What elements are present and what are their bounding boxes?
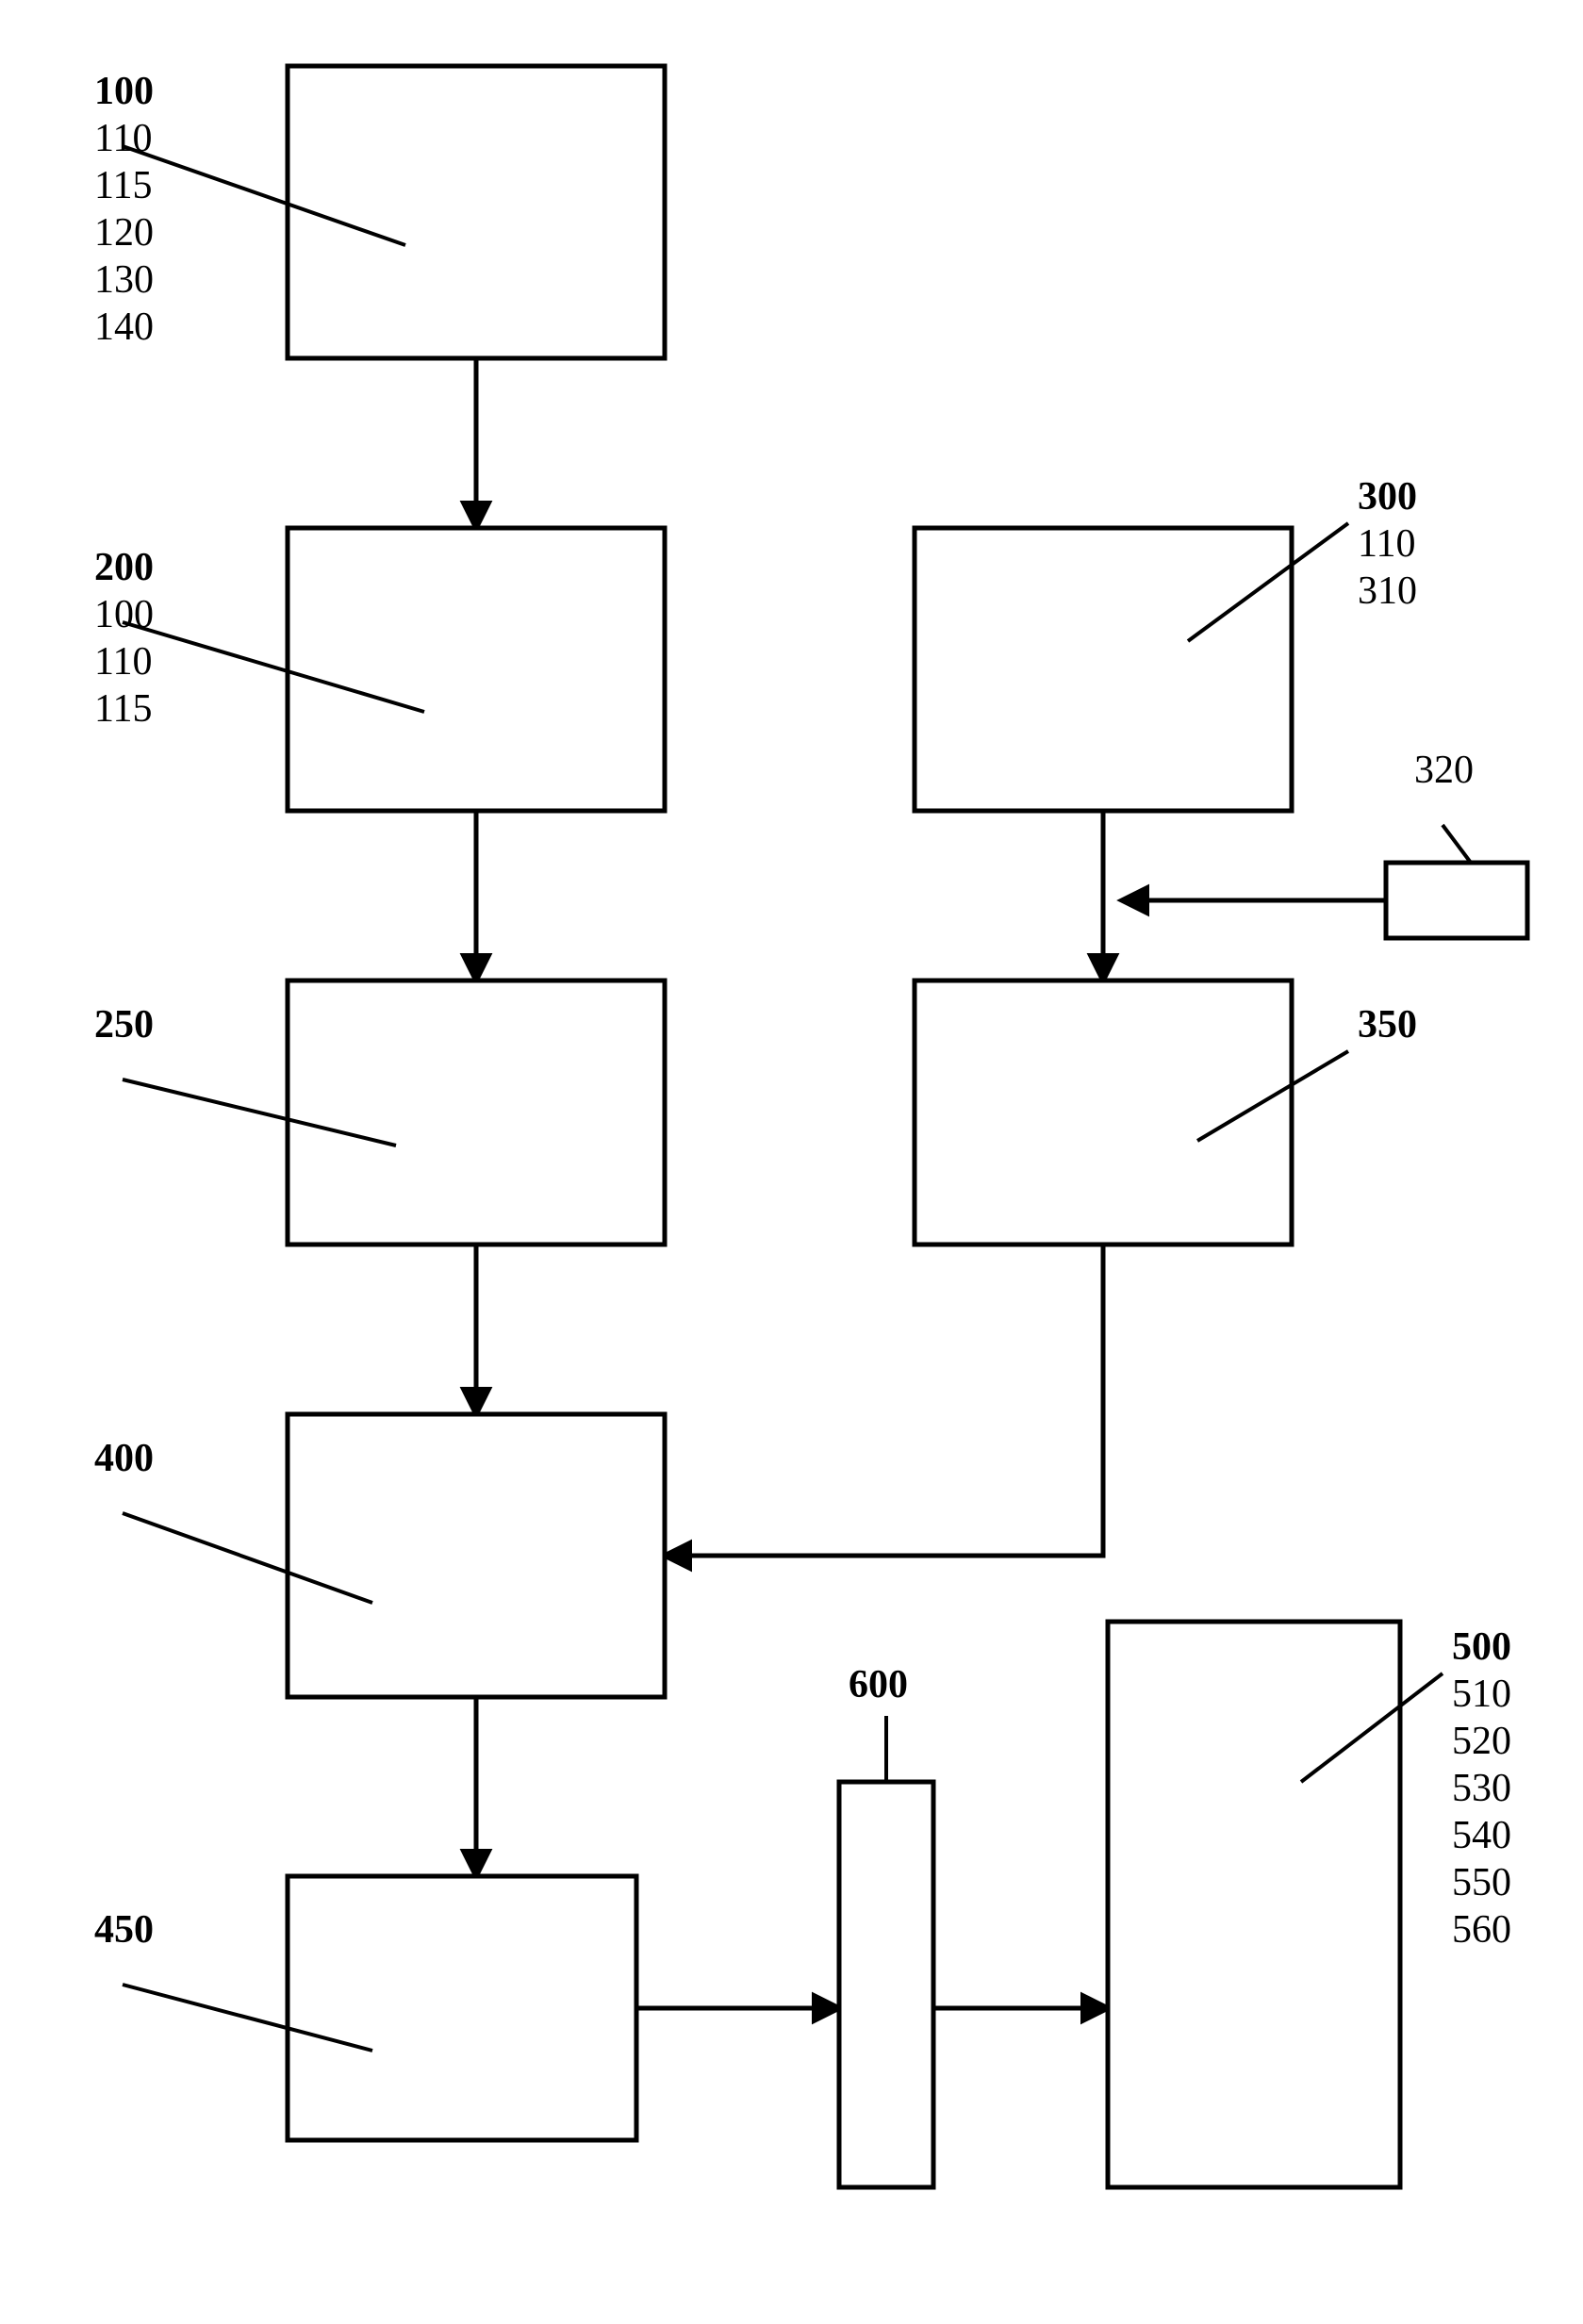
label-n320: 320 bbox=[1414, 749, 1474, 792]
label-n250: 250 bbox=[94, 1003, 154, 1047]
node-n400 bbox=[288, 1414, 665, 1697]
edge-n350-n400 bbox=[665, 1244, 1103, 1556]
node-n320 bbox=[1386, 863, 1527, 938]
label-n450: 450 bbox=[94, 1908, 154, 1952]
label-n350: 350 bbox=[1358, 1003, 1417, 1047]
label-n400: 400 bbox=[94, 1437, 154, 1480]
node-n100 bbox=[288, 66, 665, 358]
label-n100: 100110115120130140 bbox=[94, 70, 154, 349]
node-n250 bbox=[288, 981, 665, 1244]
label-n200: 200100110115 bbox=[94, 546, 154, 731]
node-n600 bbox=[839, 1782, 933, 2187]
node-n200 bbox=[288, 528, 665, 811]
label-n300: 300110310 bbox=[1358, 475, 1417, 613]
label-n500: 500510520530540550560 bbox=[1452, 1625, 1511, 1952]
lead-line-n320 bbox=[1443, 825, 1471, 863]
node-n300 bbox=[915, 528, 1292, 811]
node-n350 bbox=[915, 981, 1292, 1244]
flowchart-canvas: 100110115120130140 200100110115 250 400 450 3… bbox=[0, 0, 1583, 2324]
label-n600: 600 bbox=[849, 1663, 908, 1706]
boxes-layer bbox=[288, 66, 1527, 2187]
node-n500 bbox=[1108, 1622, 1400, 2187]
node-n450 bbox=[288, 1876, 636, 2140]
